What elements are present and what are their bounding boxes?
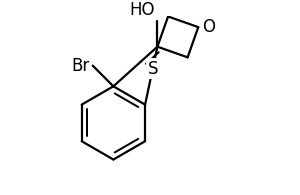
Text: O: O [202,18,215,36]
Text: Br: Br [72,57,90,75]
Text: HO: HO [129,1,155,19]
Text: S: S [148,60,158,78]
